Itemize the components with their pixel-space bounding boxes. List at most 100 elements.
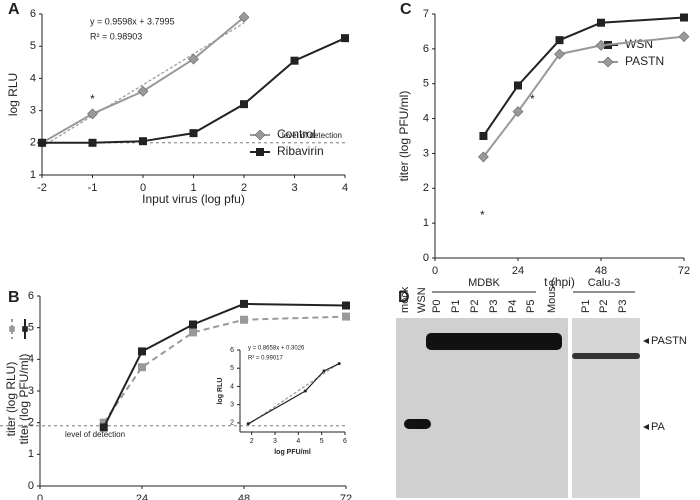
marker [290,56,299,65]
marker [22,326,28,332]
marker [99,418,108,427]
y-tick-label: 5 [28,322,34,334]
x-tick-label: 2 [250,438,254,445]
y-tick-label: 6 [230,347,234,354]
marker [254,129,266,141]
x-tick-label: 3 [291,182,297,194]
lane-label: WSN [416,287,428,313]
legend-label: Ribavirin [277,144,324,158]
fit-line [247,362,340,426]
marker [88,138,97,147]
marker [322,369,326,373]
marker [138,363,146,372]
lane-label: mock [399,286,411,313]
y-tick-label: 4 [230,383,234,390]
marker [479,132,488,140]
x-tick-label: 72 [340,493,352,500]
marker [678,31,690,43]
x-tick-label: 5 [320,438,324,445]
band-arrow [643,424,649,430]
y-tick-label: 1 [423,217,429,229]
marker [238,11,250,23]
y-tick-label: 2 [230,420,234,427]
x-tick-label: 0 [432,265,438,277]
x-tick-label: 1 [190,182,196,194]
band-label: PASTN [651,335,687,347]
marker [139,137,147,146]
marker [189,320,197,329]
y-tick-label: 6 [30,8,36,20]
marker [554,48,565,60]
panel-label: A [8,1,20,18]
marker [303,389,307,393]
annotation: R² = 0.98903 [90,31,142,41]
y-tick-label: 6 [28,290,34,302]
marker [342,312,350,321]
lane-label: P5 [525,300,537,313]
marker [240,315,248,324]
band-pastn [426,333,562,350]
lane-label: P1 [450,300,462,313]
legend-label: PASTN [625,54,664,68]
y-tick-label: 4 [28,353,34,365]
x-axis-label: t (hpi) [544,275,575,289]
group-label: MDBK [468,277,500,289]
y-tick-label: 3 [423,147,429,159]
marker [555,36,564,45]
marker [240,100,248,109]
annotation: R² = 0.99017 [248,356,284,362]
y-tick-label: 5 [423,78,429,90]
y-axis-label: titer (log PFU/ml) [17,354,31,445]
marker [602,56,614,68]
y-axis-label: titer (log PFU/ml) [397,91,411,182]
x-tick-label: 48 [595,265,607,277]
marker [9,326,15,332]
marker [342,301,350,310]
x-tick-label: 3 [273,438,277,445]
x-axis-label: Input virus (log pfu) [142,192,245,206]
annotation: * [480,208,485,222]
band-pa [404,419,431,429]
marker [512,106,524,118]
y-tick-label: 3 [230,402,234,409]
marker [477,151,489,163]
annotation: y = 0.9598x + 3.7995 [90,16,175,26]
lane-label: P3 [617,300,629,313]
x-tick-label: 24 [512,265,524,277]
y-axis-label: log RLU [6,73,20,116]
marker [514,81,522,90]
y-tick-label: 5 [30,40,36,52]
marker [189,328,197,337]
x-tick-label: 2 [241,182,247,194]
x-tick-label: -1 [88,182,98,194]
x-tick-label: 4 [296,438,300,445]
marker [137,85,149,97]
band-pastn-calu3 [572,353,640,359]
x-tick-label: 4 [342,182,348,194]
x-tick-label: 24 [136,493,148,500]
marker [597,18,605,27]
panel-label: C [400,1,412,18]
series-line [247,363,340,425]
annotation: * [530,92,535,106]
y-tick-label: 6 [423,43,429,55]
lane-label: Mouse [546,280,558,313]
band-label: PA [651,421,666,433]
marker [138,347,146,356]
group-label: Calu-3 [588,277,620,289]
x-tick-label: 6 [343,438,347,445]
gel-image [396,318,640,498]
marker [246,422,250,426]
y-tick-label: 3 [30,105,36,117]
marker [337,362,341,366]
marker [240,299,248,308]
marker [38,138,46,147]
x-tick-label: 72 [678,265,690,277]
y-axis-label: log RLU [217,378,224,405]
lane-label: P2 [469,300,481,313]
lane-label: P3 [488,300,500,313]
legend-label: Control [277,127,316,141]
series-line [102,315,347,424]
y-tick-label: 2 [30,137,36,149]
